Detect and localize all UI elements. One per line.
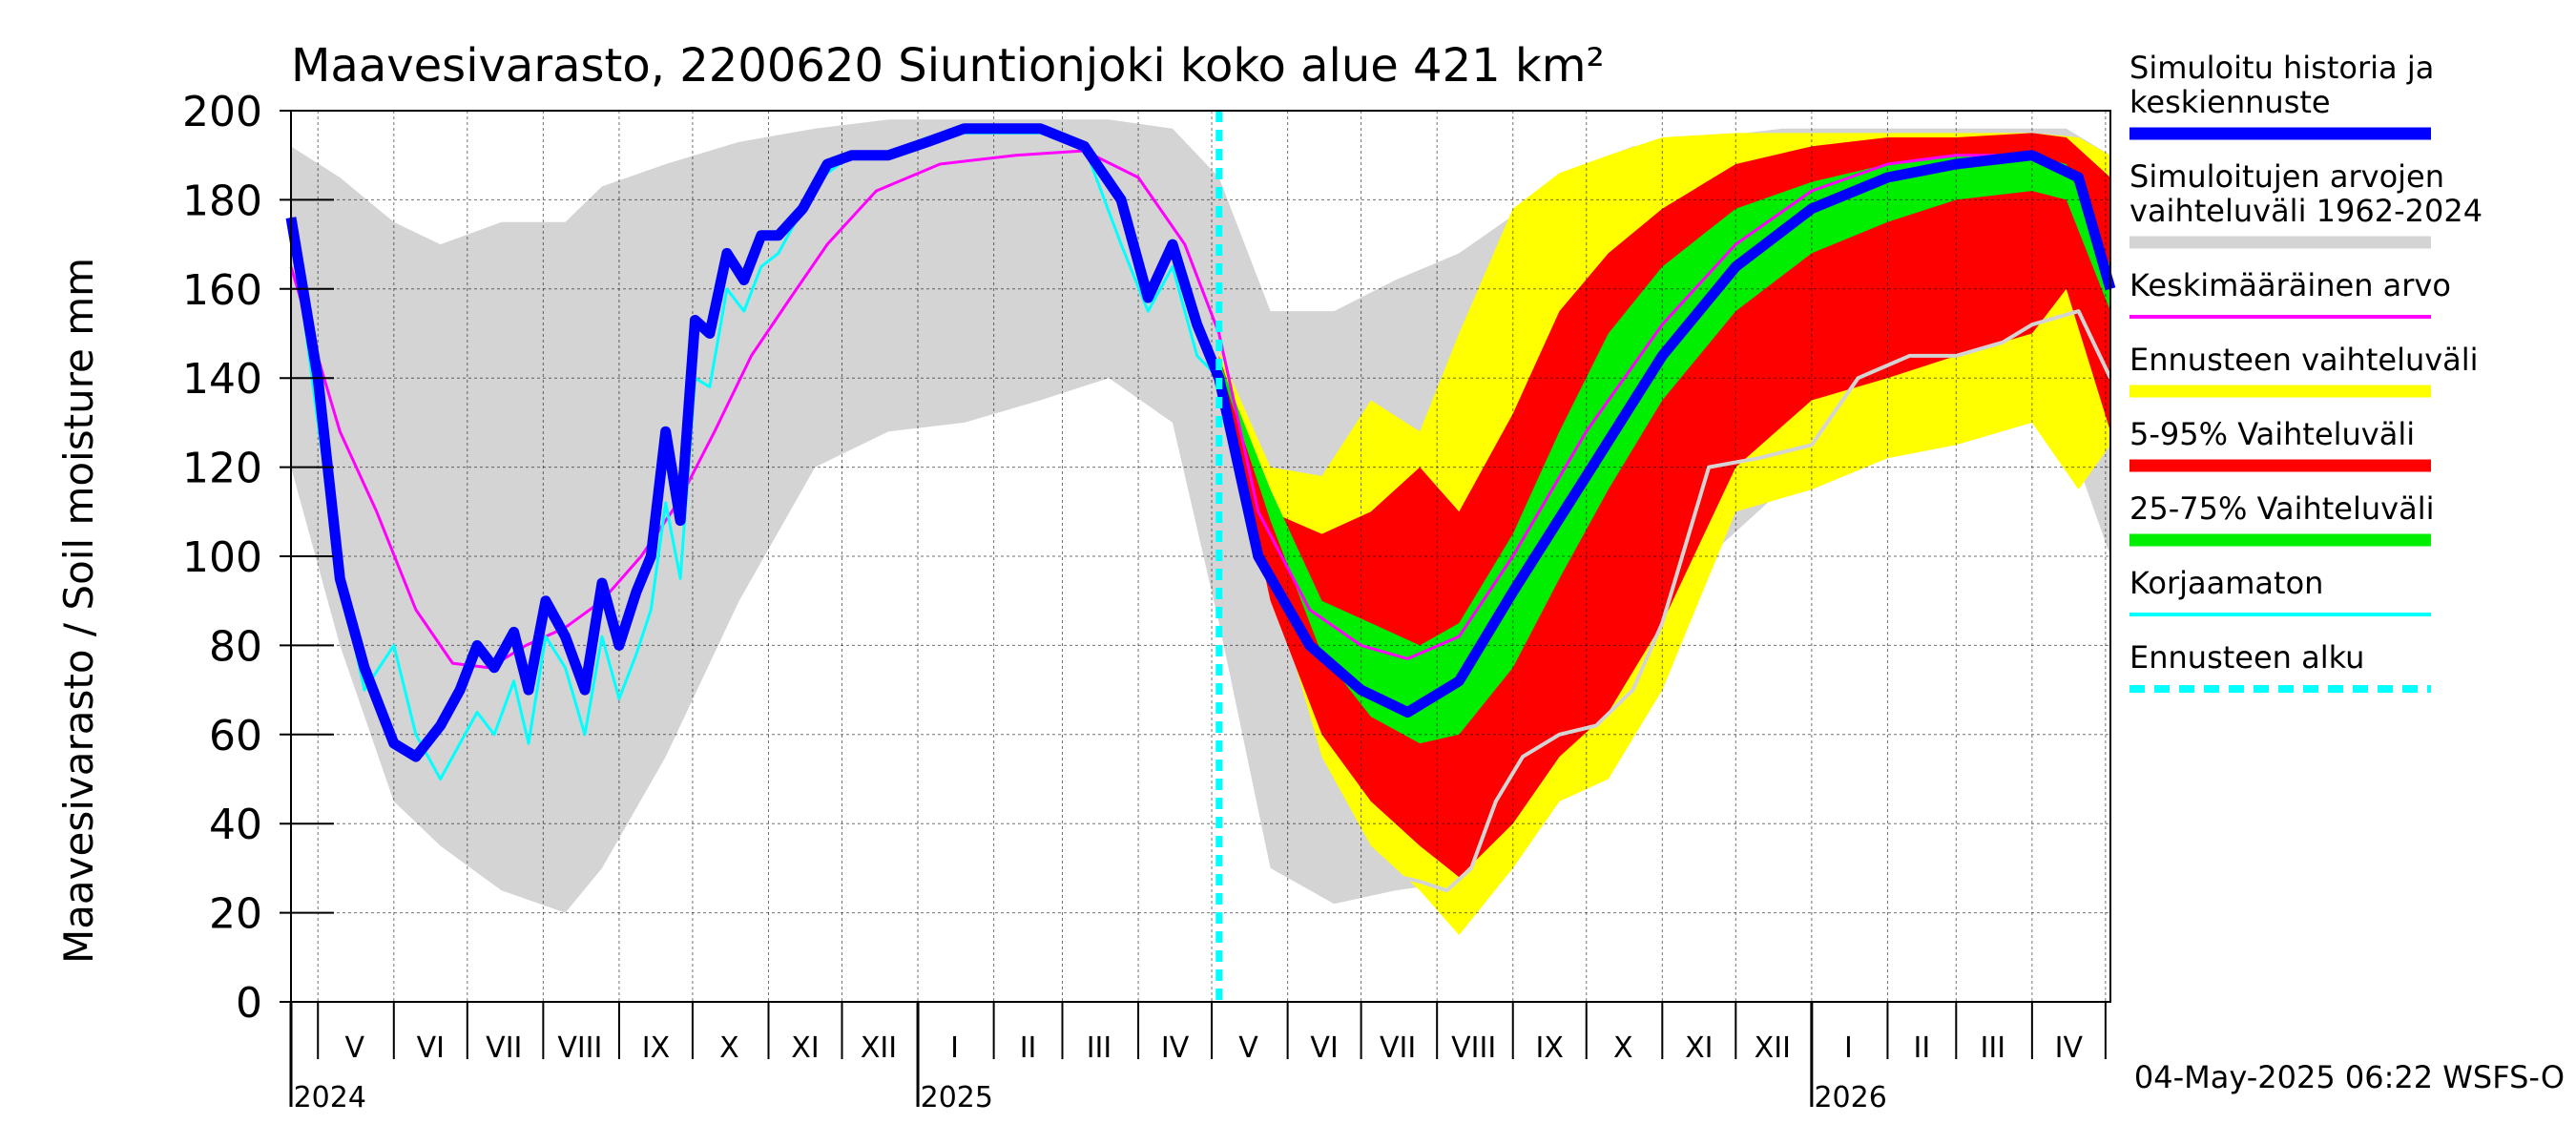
x-tick-label-month: VI <box>1310 1031 1338 1065</box>
x-tick-label-month: IX <box>642 1031 670 1065</box>
x-tick-label-month: IV <box>2055 1031 2084 1065</box>
y-tick-label: 60 <box>209 712 262 760</box>
y-tick-label: 40 <box>209 801 262 849</box>
x-tick-label-month: IV <box>1161 1031 1190 1065</box>
x-tick-label-month: XII <box>1755 1031 1791 1065</box>
y-tick-label: 160 <box>182 266 262 315</box>
legend-label-1: Simuloitujen arvojen <box>2129 158 2444 195</box>
y-tick-label: 180 <box>182 177 262 225</box>
series-line-3 <box>1361 309 2112 893</box>
x-tick-label-month: IX <box>1536 1031 1564 1065</box>
legend-label-3: Ennusteen vaihteluväli <box>2129 342 2479 378</box>
chart-footer-timestamp: 04-May-2025 06:22 WSFS-O <box>2134 1059 2565 1095</box>
x-tick-label-month: XII <box>861 1031 897 1065</box>
chart-bands <box>291 119 2110 935</box>
y-tick-label: 0 <box>236 979 262 1028</box>
x-tick-label-month: VI <box>417 1031 445 1065</box>
y-tick-label: 20 <box>209 890 262 939</box>
x-tick-label-month: I <box>950 1031 959 1065</box>
y-tick-label: 100 <box>182 533 262 582</box>
chart-title: Maavesivarasto, 2200620 Siuntionjoki kok… <box>291 39 1605 93</box>
legend-label-2: Keskimääräinen arvo <box>2129 267 2451 303</box>
x-tick-label-month: VII <box>1380 1031 1416 1065</box>
x-tick-label-month: V <box>344 1031 364 1065</box>
chart-series <box>285 111 2116 1002</box>
legend-label-4: 5-95% Vaihteluväli <box>2129 416 2415 452</box>
x-tick-label-month: V <box>1238 1031 1258 1065</box>
x-tick-label-month: VIII <box>557 1031 602 1065</box>
legend-label-1: vaihteluväli 1962-2024 <box>2129 193 2483 229</box>
y-tick-label: 140 <box>182 355 262 404</box>
x-tick-label-year: 2024 <box>294 1081 366 1114</box>
x-tick-label-month: X <box>1613 1031 1633 1065</box>
legend-label-5: 25-75% Vaihteluväli <box>2129 490 2434 527</box>
x-tick-label-month: VII <box>486 1031 522 1065</box>
x-tick-label-month: II <box>1020 1031 1037 1065</box>
x-tick-label-month: XI <box>1685 1031 1713 1065</box>
x-tick-label-month: XI <box>791 1031 819 1065</box>
band-3 <box>1218 155 2110 744</box>
legend-label-0: Simuloitu historia ja <box>2129 50 2434 86</box>
x-tick-label-month: II <box>1914 1031 1931 1065</box>
x-tick-label-month: VIII <box>1451 1031 1496 1065</box>
x-tick-label-month: III <box>1981 1031 2006 1065</box>
x-tick-label-month: I <box>1844 1031 1853 1065</box>
x-tick-label-year: 2025 <box>921 1081 993 1114</box>
x-tick-label-month: III <box>1087 1031 1112 1065</box>
y-tick-label: 200 <box>182 88 262 136</box>
legend-label-6: Korjaamaton <box>2129 565 2323 601</box>
series-line-main <box>285 123 2116 762</box>
x-tick-label-year: 2026 <box>1814 1081 1886 1114</box>
y-axis-label: Maavesivarasto / Soil moisture mm <box>55 258 102 964</box>
y-tick-label: 80 <box>209 622 262 671</box>
legend-label-7: Ennusteen alku <box>2129 639 2364 676</box>
legend-label-0: keskiennuste <box>2129 84 2331 120</box>
x-tick-label-month: X <box>719 1031 739 1065</box>
y-tick-label: 120 <box>182 445 262 493</box>
